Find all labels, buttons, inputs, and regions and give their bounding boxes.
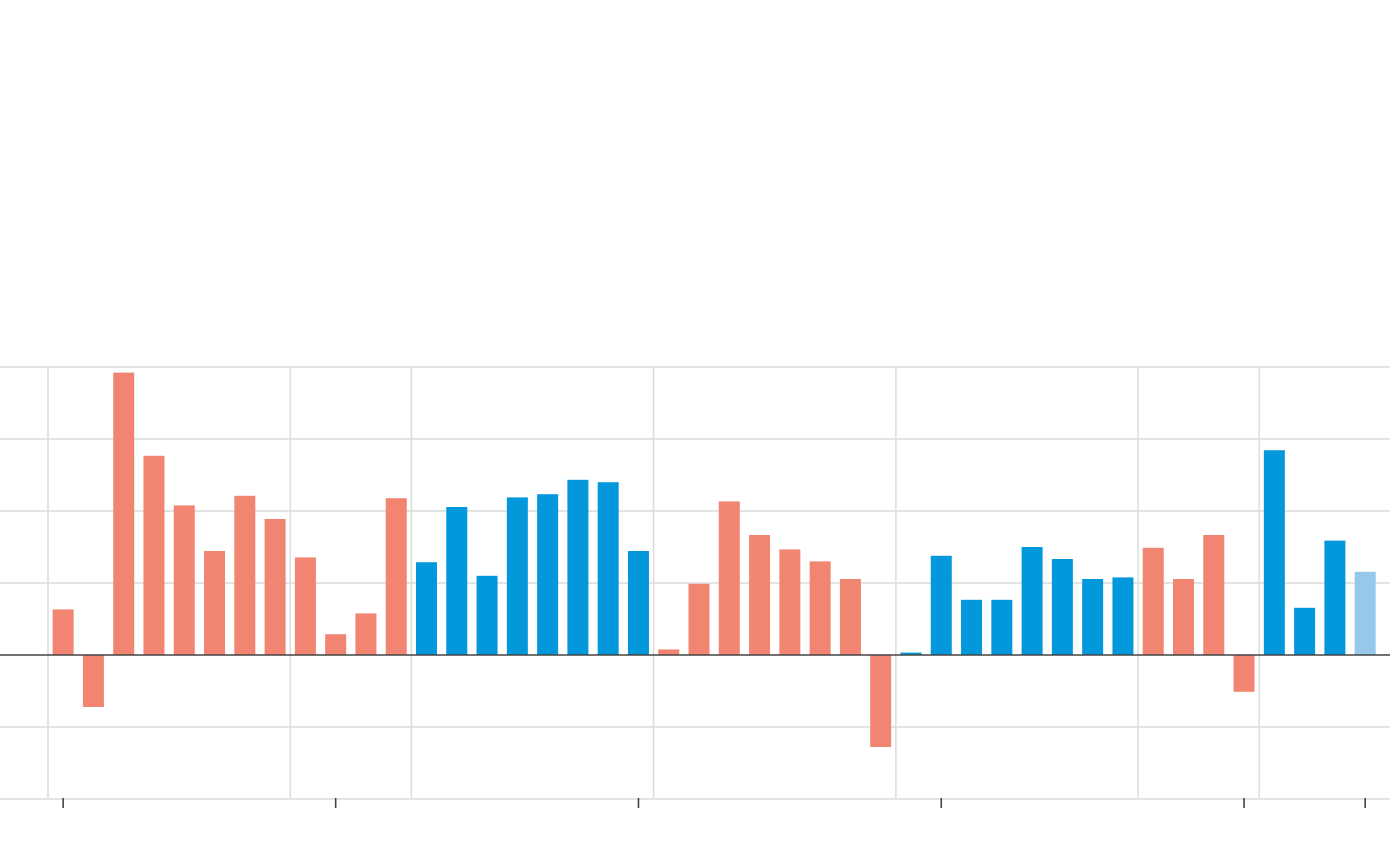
bar [537, 494, 559, 655]
grid-layer [0, 366, 1390, 800]
bar [991, 599, 1013, 655]
bar [52, 609, 74, 655]
bar [627, 551, 649, 655]
bar [749, 535, 771, 655]
bar [446, 507, 468, 655]
bar [839, 579, 861, 655]
bar [718, 501, 740, 655]
bar [961, 599, 983, 655]
bar [1051, 559, 1073, 655]
bar [930, 555, 952, 655]
bar [1294, 607, 1316, 655]
bar [173, 505, 195, 655]
bar [567, 479, 589, 655]
bar [1142, 547, 1164, 655]
bar [1112, 577, 1134, 655]
bar [143, 455, 165, 655]
bar [204, 551, 226, 655]
bar [597, 482, 619, 655]
bar [1354, 571, 1376, 655]
bar [900, 652, 922, 655]
bar [1082, 579, 1104, 655]
bar [1021, 547, 1043, 655]
bar [416, 562, 437, 655]
bar [779, 549, 801, 655]
bar [1233, 655, 1255, 692]
bar [476, 575, 498, 655]
bar [355, 613, 377, 655]
bar [385, 498, 407, 655]
bar [294, 557, 316, 655]
bar-layer [52, 372, 1376, 747]
bar [870, 655, 892, 747]
bar [1173, 579, 1194, 655]
bar [325, 634, 347, 655]
bar [688, 583, 710, 655]
bar [658, 649, 680, 655]
bar [82, 655, 104, 707]
bar [506, 497, 528, 655]
bar [1203, 535, 1225, 655]
bar [113, 372, 135, 655]
bar [809, 561, 831, 655]
axis-layer [0, 654, 1390, 808]
bar [264, 519, 286, 655]
bar [1324, 540, 1346, 655]
bar [234, 495, 256, 655]
bar [1263, 450, 1285, 655]
